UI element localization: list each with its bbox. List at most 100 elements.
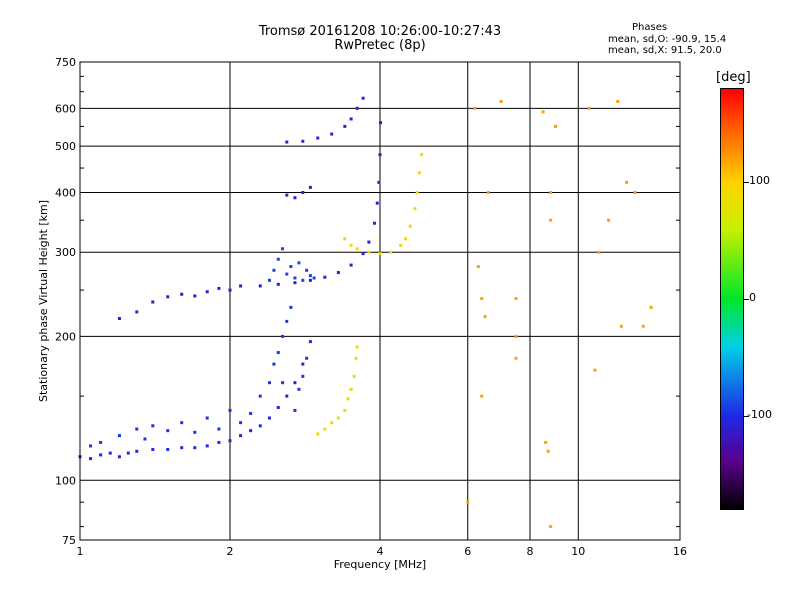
- data-point: [249, 429, 253, 433]
- data-point: [258, 284, 262, 288]
- data-point: [272, 362, 276, 366]
- data-point: [483, 315, 487, 319]
- data-point: [544, 440, 548, 444]
- data-point: [126, 451, 130, 455]
- data-point: [541, 110, 545, 114]
- data-point: [166, 429, 170, 433]
- data-point: [361, 96, 365, 100]
- data-points: [78, 96, 653, 529]
- data-point: [466, 500, 470, 504]
- data-point: [293, 276, 297, 280]
- data-point: [413, 207, 417, 211]
- data-point: [403, 237, 407, 241]
- data-point: [293, 196, 297, 200]
- x-tick-label: 16: [673, 545, 687, 558]
- data-point: [480, 297, 484, 301]
- axis-ticks: 1 2 4 6 8 10 16 75 100 200 300 400 500 600 750: [55, 56, 687, 558]
- data-point: [417, 171, 421, 175]
- data-point: [312, 276, 316, 280]
- data-point: [399, 243, 403, 247]
- data-point: [349, 263, 353, 267]
- data-point: [649, 305, 653, 309]
- data-point: [354, 356, 358, 360]
- data-point: [297, 261, 301, 265]
- data-point: [355, 106, 359, 110]
- data-point: [301, 278, 305, 282]
- data-point: [228, 408, 232, 412]
- data-point: [546, 449, 550, 453]
- data-point: [480, 394, 484, 398]
- data-point: [349, 387, 353, 391]
- data-point: [193, 446, 197, 450]
- data-point: [276, 257, 280, 261]
- colorbar-tick-label: 0: [749, 291, 756, 304]
- data-point: [593, 368, 597, 372]
- y-tick-label: 100: [55, 474, 76, 487]
- data-point: [616, 100, 620, 104]
- data-point: [205, 444, 209, 448]
- data-point: [267, 416, 271, 420]
- x-tick-label: 1: [77, 545, 84, 558]
- data-point: [355, 247, 359, 251]
- data-point: [217, 440, 221, 444]
- data-point: [499, 100, 503, 104]
- data-point: [355, 345, 359, 349]
- data-point: [305, 356, 309, 360]
- data-point: [258, 424, 262, 428]
- data-point: [415, 190, 419, 194]
- data-point: [276, 351, 280, 355]
- data-point: [336, 416, 340, 420]
- data-point: [285, 394, 289, 398]
- chart-subtitle: RwPretec (8p): [334, 38, 426, 53]
- data-point: [330, 421, 334, 425]
- data-point: [373, 221, 377, 225]
- data-point: [607, 218, 611, 222]
- colorbar-unit: [deg]: [716, 70, 751, 85]
- data-point: [293, 281, 297, 285]
- data-point: [99, 453, 103, 457]
- data-point: [193, 294, 197, 298]
- data-point: [549, 525, 553, 529]
- data-point: [276, 405, 280, 409]
- data-point: [349, 117, 353, 121]
- data-point: [117, 455, 121, 459]
- stats-x-mode: mean, sd,X: 91.5, 20.0: [608, 45, 722, 56]
- data-point: [143, 437, 147, 441]
- data-point: [258, 394, 262, 398]
- y-tick-label: 75: [62, 534, 76, 547]
- data-point: [151, 447, 155, 451]
- y-tick-label: 200: [55, 330, 76, 343]
- data-point: [135, 310, 139, 314]
- data-point: [330, 132, 334, 136]
- data-point: [289, 305, 293, 309]
- data-point: [308, 274, 312, 278]
- data-point: [633, 190, 637, 194]
- plot-frame: [79, 61, 681, 541]
- data-point: [281, 381, 285, 385]
- stats-o-mode: mean, sd,O: -90.9, 15.4: [608, 34, 727, 45]
- x-tick-label: 6: [464, 545, 471, 558]
- data-point: [249, 411, 253, 415]
- data-point: [281, 247, 285, 251]
- data-point: [377, 180, 381, 184]
- data-point: [349, 243, 353, 247]
- data-point: [514, 297, 518, 301]
- data-point: [281, 334, 285, 338]
- data-point: [89, 457, 93, 461]
- data-point: [308, 185, 312, 189]
- data-point: [301, 190, 305, 194]
- data-point: [285, 140, 289, 144]
- data-point: [473, 106, 477, 110]
- data-point: [486, 190, 490, 194]
- data-point: [514, 334, 518, 338]
- colorbar-tick-mark: [744, 181, 749, 183]
- data-point: [289, 265, 293, 269]
- data-point: [308, 340, 312, 344]
- data-point: [323, 427, 327, 431]
- data-point: [267, 381, 271, 385]
- data-point: [343, 124, 347, 128]
- data-point: [549, 190, 553, 194]
- data-point: [285, 272, 289, 276]
- data-point: [305, 268, 309, 272]
